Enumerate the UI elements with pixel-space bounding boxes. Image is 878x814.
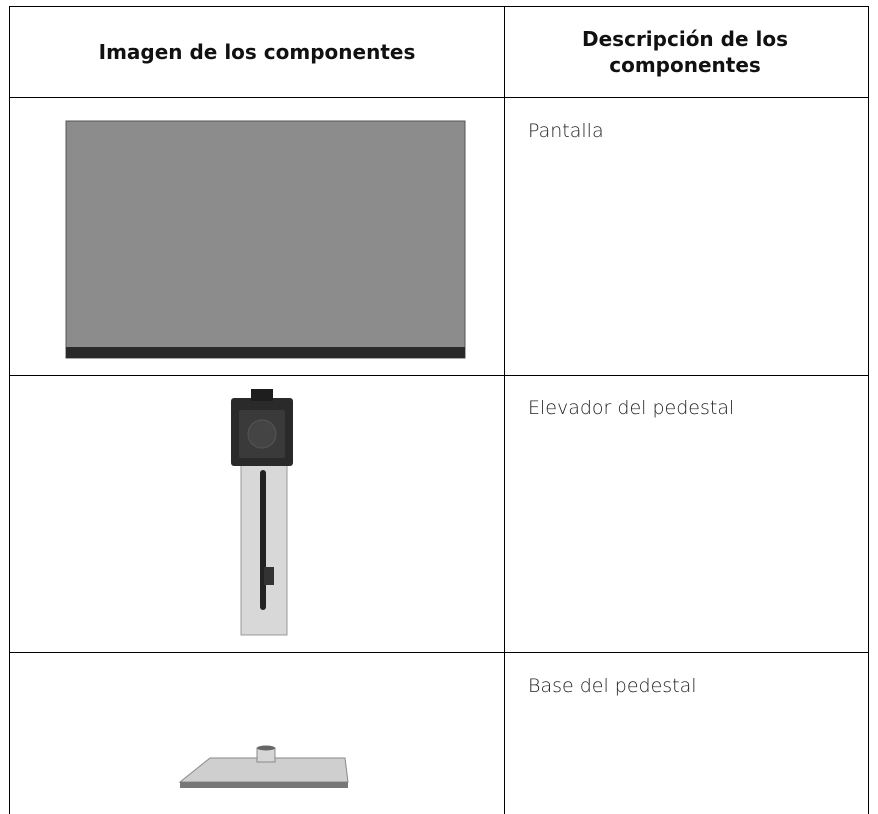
border	[9, 6, 10, 814]
description: Pantalla	[528, 120, 604, 142]
stand-riser-image	[231, 389, 293, 636]
illustrations	[65, 120, 466, 788]
description: Base del pedestal	[528, 675, 697, 697]
header-cell: Imagen de los componentes	[98, 40, 416, 64]
stand-base-image	[178, 745, 349, 788]
monitor-image	[65, 120, 466, 359]
border	[504, 6, 505, 814]
border	[9, 97, 869, 98]
header-cell: Descripción de los componentes	[582, 27, 788, 77]
border	[9, 652, 869, 653]
border	[868, 6, 869, 814]
description: Elevador del pedestal	[528, 397, 735, 419]
border	[9, 375, 869, 376]
border	[9, 6, 869, 7]
